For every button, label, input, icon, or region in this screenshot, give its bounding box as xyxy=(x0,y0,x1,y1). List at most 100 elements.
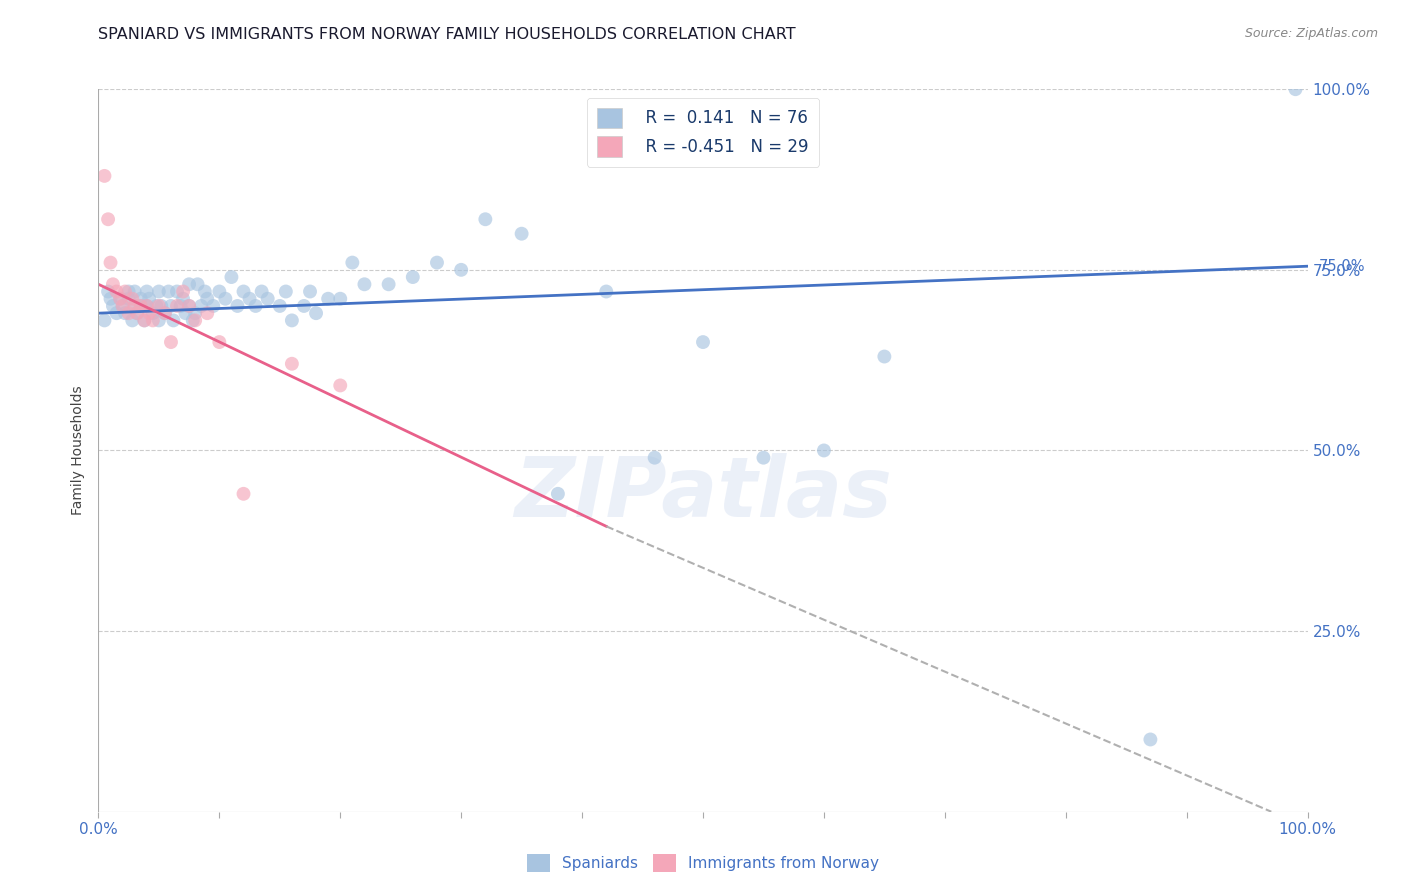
Point xyxy=(256,292,278,306)
Point xyxy=(148,285,170,299)
Point xyxy=(101,277,124,292)
Text: ZIPatlas: ZIPatlas xyxy=(515,453,891,534)
Point xyxy=(692,334,714,349)
Point xyxy=(426,255,449,269)
Point xyxy=(114,285,136,299)
Point xyxy=(752,450,775,465)
Point xyxy=(105,285,128,299)
Point xyxy=(160,334,183,349)
Point xyxy=(214,292,236,306)
Point xyxy=(118,306,141,320)
Point xyxy=(305,306,328,320)
Text: Source: ZipAtlas.com: Source: ZipAtlas.com xyxy=(1244,27,1378,40)
Point xyxy=(184,306,207,320)
Point xyxy=(134,313,156,327)
Point xyxy=(179,277,201,292)
Point xyxy=(299,285,322,299)
Point xyxy=(329,378,352,392)
Point xyxy=(169,299,191,313)
Legend:   R =  0.141   N = 76,   R = -0.451   N = 29: R = 0.141 N = 76, R = -0.451 N = 29 xyxy=(588,97,818,167)
Point xyxy=(281,313,304,327)
Point xyxy=(142,313,165,327)
Point xyxy=(174,306,197,320)
Point xyxy=(93,313,115,327)
Point xyxy=(160,299,183,313)
Point xyxy=(377,277,399,292)
Point xyxy=(153,306,176,320)
Point xyxy=(172,285,194,299)
Point xyxy=(121,313,143,327)
Point xyxy=(166,299,188,313)
Point xyxy=(135,299,157,313)
Point xyxy=(124,299,146,313)
Point xyxy=(114,306,136,320)
Point xyxy=(1139,732,1161,747)
Point xyxy=(124,285,146,299)
Point xyxy=(162,313,184,327)
Point xyxy=(226,299,249,313)
Point xyxy=(274,285,297,299)
Point xyxy=(292,299,315,313)
Point xyxy=(121,292,143,306)
Point xyxy=(118,285,141,299)
Point xyxy=(195,292,218,306)
Point xyxy=(195,306,218,320)
Point xyxy=(342,255,364,269)
Point xyxy=(100,255,122,269)
Point xyxy=(250,285,273,299)
Point xyxy=(111,299,134,313)
Point xyxy=(129,292,152,306)
Point xyxy=(166,285,188,299)
Point xyxy=(100,292,122,306)
Point xyxy=(1284,82,1306,96)
Point xyxy=(129,299,152,313)
Point xyxy=(353,277,375,292)
Point xyxy=(97,285,120,299)
Point xyxy=(108,292,131,306)
Point xyxy=(184,313,207,327)
Point xyxy=(187,277,209,292)
Point xyxy=(281,357,304,371)
Point xyxy=(316,292,339,306)
Point xyxy=(245,299,267,313)
Point xyxy=(190,299,212,313)
Point xyxy=(329,292,352,306)
Point xyxy=(232,487,254,501)
Point xyxy=(127,306,149,320)
Point xyxy=(124,299,146,313)
Point xyxy=(232,285,254,299)
Point xyxy=(221,270,243,285)
Point xyxy=(138,306,160,320)
Point xyxy=(97,212,120,227)
Text: SPANIARD VS IMMIGRANTS FROM NORWAY FAMILY HOUSEHOLDS CORRELATION CHART: SPANIARD VS IMMIGRANTS FROM NORWAY FAMIL… xyxy=(98,27,796,42)
Legend: Spaniards, Immigrants from Norway: Spaniards, Immigrants from Norway xyxy=(519,846,887,880)
Point xyxy=(450,262,472,277)
Point xyxy=(135,299,157,313)
Point xyxy=(150,299,173,313)
Point xyxy=(402,270,425,285)
Point xyxy=(134,313,156,327)
Point xyxy=(145,299,167,313)
Point xyxy=(179,299,201,313)
Point xyxy=(127,306,149,320)
Point xyxy=(108,292,131,306)
Point xyxy=(129,299,152,313)
Point xyxy=(157,285,180,299)
Point xyxy=(208,285,231,299)
Point xyxy=(111,299,134,313)
Point xyxy=(644,450,666,465)
Y-axis label: Family Households: Family Households xyxy=(72,385,86,516)
Point xyxy=(474,212,496,227)
Point xyxy=(194,285,217,299)
Text: 75.0%: 75.0% xyxy=(1319,259,1365,274)
Point xyxy=(172,292,194,306)
Point xyxy=(269,299,291,313)
Point xyxy=(135,285,157,299)
Point xyxy=(547,487,569,501)
Point xyxy=(153,306,176,320)
Point xyxy=(202,299,225,313)
Point xyxy=(595,285,617,299)
Point xyxy=(93,169,115,183)
Point xyxy=(179,299,201,313)
Point xyxy=(873,350,896,364)
